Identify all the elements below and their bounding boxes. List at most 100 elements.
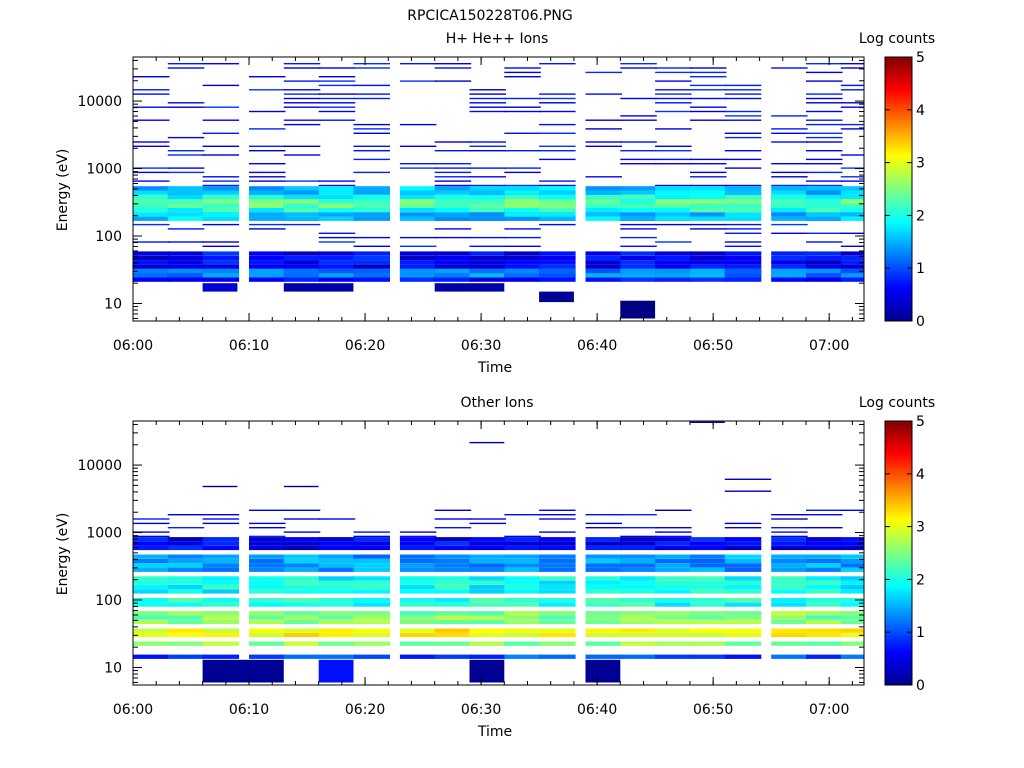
spectrogram-cell	[202, 558, 240, 564]
spectrogram-cell	[133, 145, 170, 147]
spectrogram-cell	[724, 167, 762, 169]
spectrogram-cell	[585, 199, 622, 204]
spectrogram-cell	[655, 641, 692, 646]
spectrogram-cell	[620, 212, 657, 217]
spectrogram-cell	[133, 537, 170, 542]
spectrogram-cell	[585, 567, 622, 572]
spectrogram-cell	[585, 522, 622, 525]
y-axis: 10 100 1000 10000	[77, 423, 864, 683]
spectrogram-cell	[771, 268, 808, 274]
spectrogram-cell	[318, 541, 356, 546]
spectrogram-cell	[249, 563, 286, 568]
spectrogram-cell	[806, 102, 843, 104]
spectrogram-cell	[806, 241, 843, 243]
spectrogram-cell	[399, 567, 437, 572]
spectrogram-cell	[249, 615, 286, 620]
spectrogram-cell	[353, 67, 390, 69]
spectrogram-cell	[620, 67, 657, 69]
spectrogram-cell	[539, 611, 576, 616]
spectrogram-cell	[504, 264, 541, 269]
spectrogram-cell	[504, 585, 541, 590]
spectrogram-cell	[771, 176, 808, 178]
spectrogram-cell	[469, 212, 506, 217]
colorbar-tick-label: 2	[916, 208, 925, 224]
spectrogram-cell	[318, 576, 356, 581]
spectrogram-cell	[318, 67, 356, 69]
spectrogram-cell	[504, 545, 541, 551]
spectrogram-cell	[620, 264, 657, 269]
spectrogram-cell	[133, 563, 170, 568]
spectrogram-cell	[620, 236, 657, 239]
spectrogram-cell	[399, 203, 437, 208]
spectrogram-cell	[724, 632, 762, 638]
spectrogram-cell	[249, 589, 286, 594]
spectrogram-cell	[283, 199, 321, 204]
spectrogram-cell	[690, 563, 727, 568]
spectrogram-cell	[283, 576, 321, 581]
spectrogram-cell	[283, 216, 321, 221]
spectrogram-cell	[434, 567, 472, 572]
spectrogram-cell	[724, 84, 762, 87]
spectrogram-cell	[167, 190, 205, 195]
spectrogram-cell	[167, 228, 205, 230]
spectrogram-cell	[434, 180, 472, 182]
x-axis: 06:00 06:10 06:20 06:30 06:40 06:50 07:00	[113, 421, 853, 718]
spectrogram-cell	[771, 232, 808, 234]
spectrogram-cell	[655, 567, 692, 572]
spectrogram-cell	[202, 84, 240, 87]
spectrogram-cell	[353, 264, 390, 269]
spectrogram-cell	[167, 106, 205, 108]
spectrogram-cell	[283, 106, 321, 108]
spectrogram-cell	[283, 273, 321, 278]
spectrogram-cell	[202, 615, 240, 620]
spectrogram-cell	[690, 541, 727, 546]
spectrogram-cell	[539, 641, 576, 646]
spectrogram-cell	[690, 554, 727, 559]
spectrogram-cell	[690, 558, 727, 564]
spectrogram-cell	[469, 615, 506, 620]
spectrogram-cell	[318, 545, 356, 551]
spectrogram-cell	[840, 199, 864, 204]
spectrogram-cell	[202, 576, 240, 581]
spectrogram-cell	[620, 563, 657, 568]
spectrogram-cell	[353, 190, 390, 195]
spectrogram-cell	[318, 598, 356, 603]
spectrogram-cell	[504, 199, 541, 204]
spectrogram-cell	[133, 541, 170, 546]
spectrogram-cell	[504, 277, 541, 282]
spectrogram-cell	[249, 128, 286, 130]
spectrogram-cell	[771, 535, 808, 538]
spectrogram-cell	[202, 203, 240, 208]
spectrogram-cell	[133, 241, 170, 243]
spectrogram-cell	[539, 186, 576, 191]
y-tick-label: 1000	[86, 526, 122, 542]
spectrogram-cell	[724, 527, 762, 529]
spectrogram-cell	[353, 128, 390, 130]
spectrogram-cell	[133, 273, 170, 278]
spectrogram-cell	[167, 273, 205, 278]
spectrogram-cell	[585, 554, 622, 559]
spectrogram-cell	[469, 580, 506, 585]
spectrogram-cell	[840, 167, 864, 169]
spectrogram-cell	[434, 554, 472, 559]
spectrogram-cell	[469, 93, 506, 95]
spectrogram-cell	[283, 283, 354, 292]
spectrogram-cell	[690, 545, 727, 551]
spectrogram-cell	[724, 216, 762, 221]
spectrogram-cell	[202, 199, 240, 204]
spectrogram-cell	[655, 654, 692, 659]
spectrogram-cell	[690, 158, 727, 161]
spectrogram-cell	[539, 223, 576, 226]
spectrogram-cell	[249, 537, 286, 542]
spectrogram-cell	[620, 190, 657, 195]
spectrogram-cell	[690, 186, 727, 191]
spectrogram-cell	[167, 514, 205, 516]
spectrogram-cell	[202, 251, 240, 256]
spectrogram-cell	[724, 228, 762, 230]
spectrogram-cell	[469, 545, 506, 551]
spectrogram-cell	[771, 531, 808, 533]
spectrogram-cell	[399, 186, 437, 191]
spectrogram-cell	[353, 84, 390, 87]
spectrogram-cell	[167, 619, 205, 625]
spectrogram-cell	[840, 180, 864, 182]
